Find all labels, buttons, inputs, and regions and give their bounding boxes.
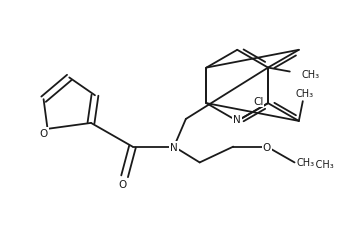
Text: CH₃: CH₃ xyxy=(296,89,314,99)
Text: O: O xyxy=(119,179,127,189)
Text: O: O xyxy=(39,128,48,138)
Text: N: N xyxy=(234,114,241,125)
Text: CH₃: CH₃ xyxy=(302,69,320,79)
Text: CH₃: CH₃ xyxy=(296,158,315,168)
Text: O: O xyxy=(263,142,271,152)
Text: N: N xyxy=(170,142,178,152)
Text: Cl: Cl xyxy=(253,97,263,107)
Text: OCH₃: OCH₃ xyxy=(308,160,334,170)
